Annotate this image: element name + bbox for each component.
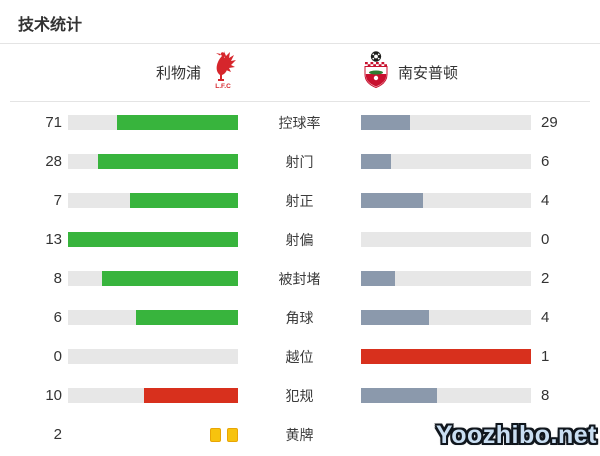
away-bar-fill <box>361 388 437 403</box>
away-value: 1 <box>541 348 550 365</box>
stat-row: 28 射门 6 <box>6 142 596 181</box>
home-bar <box>68 310 238 325</box>
divider-top <box>0 43 600 44</box>
away-value: 4 <box>541 309 550 326</box>
yellow-card-icon <box>227 427 238 442</box>
home-bar-fill <box>98 154 238 169</box>
stat-label: 被封堵 <box>278 270 321 287</box>
stat-row: 0 越位 1 <box>6 337 596 376</box>
stat-row: 71 控球率 29 <box>6 103 596 142</box>
home-bar <box>68 427 238 442</box>
home-bar-fill <box>136 310 238 325</box>
page-title: 技术统计 <box>18 17 83 34</box>
away-bar-fill <box>361 154 391 169</box>
home-value: 8 <box>53 270 62 287</box>
stat-label: 射正 <box>285 192 314 209</box>
stats-rows: 71 控球率 29 28 射门 6 7 射正 4 13 射偏 <box>6 103 596 454</box>
home-value: 6 <box>53 309 62 326</box>
svg-text:L.F.C: L.F.C <box>215 83 231 90</box>
away-bar-fill <box>361 349 531 364</box>
liverpool-crest-icon: L.F.C <box>208 50 238 95</box>
stat-row: 10 犯规 8 <box>6 376 596 415</box>
home-bar <box>68 154 238 169</box>
home-value: 2 <box>53 426 62 443</box>
watermark: Yoozhibo.net <box>435 421 597 449</box>
home-bar-fill <box>129 193 238 208</box>
stat-label: 越位 <box>285 348 314 365</box>
home-team-header: 利物浦 L.F.C <box>156 44 238 101</box>
away-bar <box>361 349 531 364</box>
teams-header: 利物浦 L.F.C <box>0 44 600 101</box>
away-bar <box>361 193 531 208</box>
southampton-crest-icon <box>362 51 390 94</box>
stat-row: 7 射正 4 <box>6 181 596 220</box>
home-value: 7 <box>53 192 62 209</box>
away-value: 2 <box>541 270 550 287</box>
away-value: 4 <box>541 192 550 209</box>
away-bar <box>361 388 531 403</box>
away-team-header: 南安普顿 <box>362 44 458 101</box>
stat-row: 2 黄牌 0 <box>6 415 596 454</box>
home-value: 10 <box>45 387 62 404</box>
away-value: 8 <box>541 387 550 404</box>
away-bar-fill <box>361 310 429 325</box>
home-value: 0 <box>53 348 62 365</box>
away-bar-fill <box>361 271 395 286</box>
away-bar <box>361 232 531 247</box>
stat-row: 8 被封堵 2 <box>6 259 596 298</box>
away-value: 6 <box>541 153 550 170</box>
home-bar <box>68 193 238 208</box>
away-bar-fill <box>361 115 411 130</box>
stat-label: 射偏 <box>285 231 314 248</box>
home-bar-fill <box>143 388 238 403</box>
home-value: 28 <box>45 153 62 170</box>
home-bar <box>68 271 238 286</box>
away-bar <box>361 154 531 169</box>
stat-label: 犯规 <box>285 387 314 404</box>
away-bar <box>361 310 531 325</box>
away-value: 0 <box>541 426 550 443</box>
stat-row: 13 射偏 0 <box>6 220 596 259</box>
stat-label: 角球 <box>285 309 314 326</box>
divider-header <box>10 101 590 102</box>
home-value: 71 <box>45 114 62 131</box>
stat-label: 控球率 <box>278 114 321 131</box>
away-bar-fill <box>361 193 423 208</box>
home-bar-fill <box>68 232 238 247</box>
home-value: 13 <box>45 231 62 248</box>
stat-label: 黄牌 <box>285 426 314 443</box>
home-bar <box>68 232 238 247</box>
away-value: 29 <box>541 114 558 131</box>
stat-row: 6 角球 4 <box>6 298 596 337</box>
away-team-name: 南安普顿 <box>398 65 459 82</box>
home-bar <box>68 388 238 403</box>
away-bar <box>361 115 531 130</box>
home-bar <box>68 349 238 364</box>
home-bar <box>68 115 238 130</box>
away-bar <box>361 271 531 286</box>
away-value: 0 <box>541 231 550 248</box>
stat-label: 射门 <box>285 153 314 170</box>
home-bar-fill <box>102 271 238 286</box>
home-team-name: 利物浦 <box>156 65 202 82</box>
home-bar-fill <box>117 115 238 130</box>
yellow-card-icon <box>210 427 221 442</box>
